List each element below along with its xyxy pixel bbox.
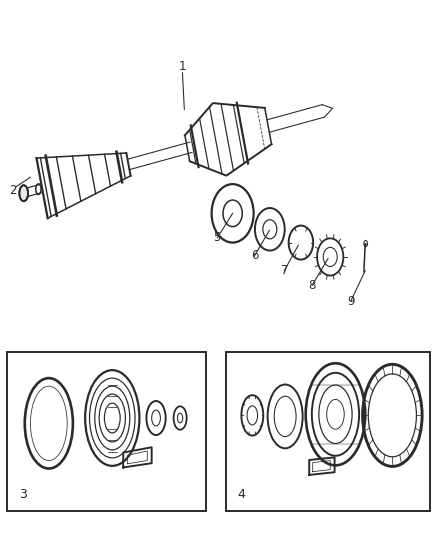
Bar <box>226 352 428 511</box>
Text: 6: 6 <box>250 249 258 262</box>
Text: 4: 4 <box>237 488 245 500</box>
Text: 8: 8 <box>308 279 315 292</box>
Text: 5: 5 <box>213 231 220 244</box>
Text: 9: 9 <box>346 295 354 308</box>
Ellipse shape <box>19 185 28 201</box>
Text: 1: 1 <box>178 60 186 72</box>
Text: 7: 7 <box>280 264 287 277</box>
Text: 3: 3 <box>18 488 26 500</box>
Text: 2: 2 <box>9 184 17 197</box>
Bar <box>7 352 206 511</box>
